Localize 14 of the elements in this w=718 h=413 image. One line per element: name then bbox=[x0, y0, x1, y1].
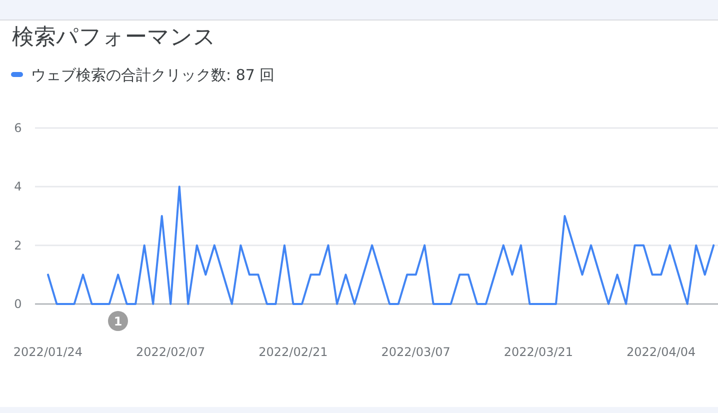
y-tick-label: 0 bbox=[14, 297, 22, 311]
y-tick-label: 6 bbox=[14, 121, 22, 135]
chart-title: 検索パフォーマンス bbox=[12, 25, 216, 50]
annotation-marker: 1 bbox=[108, 311, 128, 331]
y-tick-label: 2 bbox=[14, 238, 22, 252]
x-tick-label: 2022/02/21 bbox=[258, 345, 328, 359]
x-tick-label: 2022/04/04 bbox=[626, 345, 696, 359]
x-tick-label: 2022/01/24 bbox=[13, 345, 83, 359]
y-tick-label: 4 bbox=[14, 180, 22, 194]
legend-label: ウェブ検索の合計クリック数: 87 回 bbox=[31, 66, 275, 84]
x-tick-label: 2022/03/21 bbox=[504, 345, 574, 359]
x-tick-label: 2022/03/07 bbox=[381, 345, 450, 359]
line-series bbox=[47, 186, 715, 305]
x-tick-label: 2022/02/07 bbox=[136, 345, 206, 359]
